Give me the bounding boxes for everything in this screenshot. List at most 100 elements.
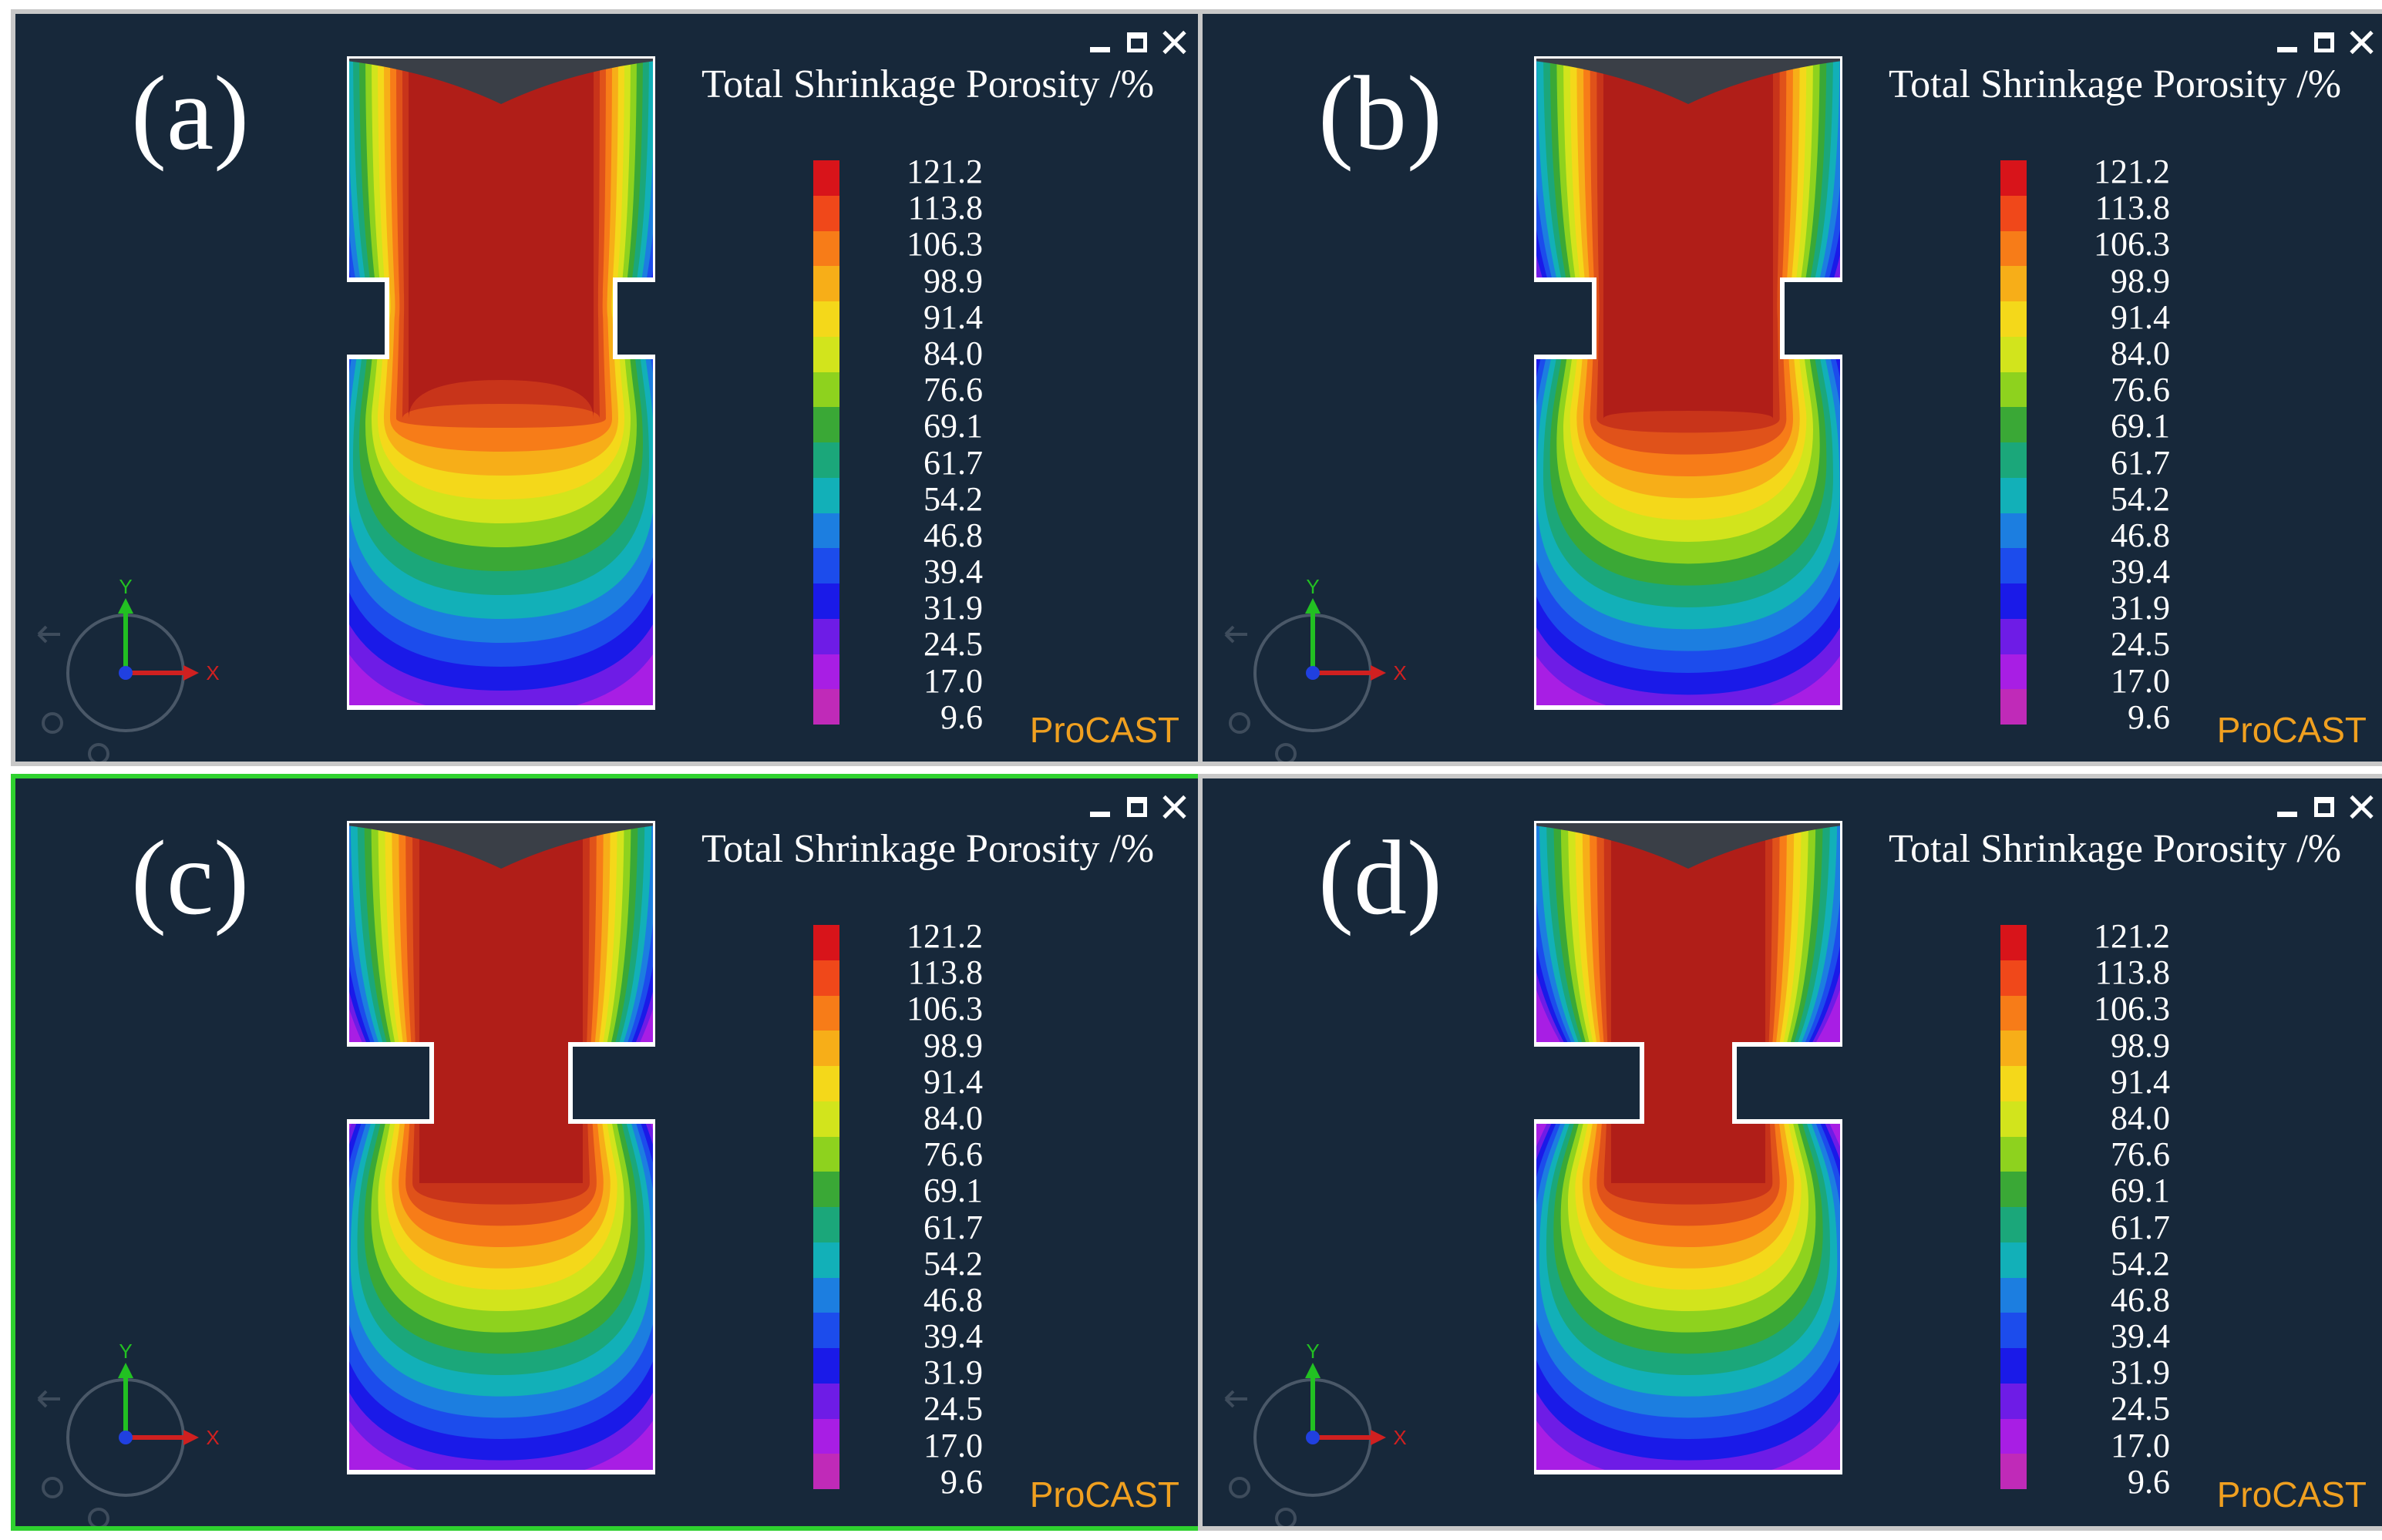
x-axis-label: X (1393, 661, 1406, 684)
casting-contour-plot[interactable] (347, 56, 655, 727)
legend-labels: 121.2 113.8 106.3 98.9 91.4 84.0 76.6 69.1 61.7 5… (2039, 920, 2170, 1499)
shrinkage-cavity (347, 56, 655, 104)
minimize-icon[interactable] (2273, 28, 2302, 57)
legend-value: 46.8 (2111, 516, 2170, 554)
legend-value: 84.0 (924, 334, 983, 372)
casting-outline (1534, 821, 1842, 1474)
zoom-out-icon[interactable] (1275, 1508, 1297, 1528)
minimize-icon[interactable] (2273, 792, 2302, 822)
legend-swatch (813, 1207, 839, 1242)
legend-swatch (813, 548, 839, 583)
window-controls (1085, 792, 1189, 822)
window-controls (2273, 792, 2376, 822)
legend-value: 39.4 (924, 553, 983, 591)
y-axis-label: Y (119, 577, 132, 598)
legend-swatch (2000, 1101, 2027, 1137)
y-axis-head (1305, 598, 1321, 614)
casting-contour-plot[interactable] (1534, 821, 1842, 1491)
legend-value: 9.6 (2128, 698, 2170, 736)
maximize-icon[interactable] (2310, 28, 2339, 57)
legend-value: 76.6 (2111, 1135, 2170, 1174)
window-controls (2273, 28, 2376, 57)
legend-swatch (813, 442, 839, 478)
zoom-in-icon[interactable] (42, 712, 63, 734)
legend-value: 113.8 (907, 189, 983, 227)
legend-swatch (813, 195, 839, 231)
legend-value: 61.7 (2111, 1208, 2170, 1246)
legend-value: 76.6 (924, 1135, 983, 1174)
viewport-panel-c[interactable]: (c) Total Shrinkage Porosity /% 121.2 113… (11, 774, 1207, 1531)
legend-value: 24.5 (2111, 1390, 2170, 1428)
legend-value: 98.9 (924, 1026, 983, 1064)
window-controls (1085, 28, 1189, 57)
legend-value: 84.0 (2111, 334, 2170, 372)
zoom-out-icon[interactable] (88, 1508, 109, 1528)
casting-outline (347, 821, 655, 1474)
legend-swatch (813, 1136, 839, 1172)
legend-swatch (813, 407, 839, 442)
legend-value: 46.8 (924, 1280, 983, 1319)
legend-swatch (813, 1066, 839, 1101)
legend-swatch (2000, 195, 2027, 231)
close-icon[interactable] (1159, 792, 1189, 822)
pan-left-icon[interactable] (1224, 625, 1247, 644)
panel-label: (a) (131, 54, 250, 172)
casting-contour-plot[interactable] (1534, 56, 1842, 727)
procast-brand-label: ProCAST (1029, 1474, 1179, 1515)
zoom-out-icon[interactable] (88, 743, 109, 763)
legend-swatch (813, 1313, 839, 1348)
pan-left-icon[interactable] (37, 1390, 60, 1408)
minimize-icon[interactable] (1085, 792, 1115, 822)
legend-swatch (2000, 230, 2027, 267)
viewport-panel-d[interactable]: (d) Total Shrinkage Porosity /% 121.2 113… (1198, 774, 2382, 1531)
legend-value: 91.4 (924, 1062, 983, 1101)
legend-swatch (2000, 477, 2027, 513)
close-icon[interactable] (2347, 792, 2376, 822)
close-icon[interactable] (2347, 28, 2376, 57)
legend-swatch (813, 230, 839, 267)
legend-value: 98.9 (2111, 1026, 2170, 1064)
close-icon[interactable] (1159, 28, 1189, 57)
legend-swatch (813, 1101, 839, 1137)
viewport-panel-b[interactable]: (b) Total Shrinkage Porosity /% 121.2 113… (1198, 9, 2382, 766)
zoom-in-icon[interactable] (42, 1477, 63, 1498)
legend-swatch (2000, 1454, 2027, 1489)
legend-color-bar (2000, 160, 2027, 725)
legend-value: 39.4 (924, 1317, 983, 1356)
zoom-out-icon[interactable] (1275, 743, 1297, 763)
legend-value: 106.3 (907, 225, 983, 264)
maximize-icon[interactable] (2310, 792, 2339, 822)
legend-value: 121.2 (907, 153, 983, 190)
maximize-icon[interactable] (1122, 28, 1152, 57)
legend-value: 113.8 (2094, 189, 2170, 227)
contour-band (409, 56, 594, 419)
pan-left-icon[interactable] (37, 625, 60, 644)
legend-color-bar (2000, 925, 2027, 1489)
legend-swatch (813, 618, 839, 654)
x-axis-head (1371, 1430, 1386, 1445)
legend-value: 46.8 (2111, 1280, 2170, 1319)
legend-labels: 121.2 113.8 106.3 98.9 91.4 84.0 76.6 69.1 61.7 5… (2039, 155, 2170, 735)
y-axis-label: Y (119, 1341, 132, 1363)
legend-swatch (813, 1418, 839, 1454)
contour-band (1611, 821, 1765, 1183)
legend-value: 106.3 (2094, 225, 2170, 264)
legend-swatch (813, 477, 839, 513)
legend-value: 17.0 (2111, 1426, 2170, 1464)
zoom-in-icon[interactable] (1229, 712, 1250, 734)
x-axis-label: X (206, 661, 219, 684)
legend-value: 39.4 (2111, 553, 2170, 591)
minimize-icon[interactable] (1085, 28, 1115, 57)
legend-swatch (813, 301, 839, 337)
legend-value: 106.3 (2094, 990, 2170, 1028)
casting-contour-plot[interactable] (347, 821, 655, 1491)
legend-value: 84.0 (2111, 1098, 2170, 1137)
axis-triad: YX (37, 577, 220, 763)
pan-left-icon[interactable] (1224, 1390, 1247, 1408)
legend-value: 69.1 (924, 407, 983, 446)
maximize-icon[interactable] (1122, 792, 1152, 822)
zoom-in-icon[interactable] (1229, 1477, 1250, 1498)
viewport-panel-a[interactable]: (a) Total Shrinkage Porosity /% 121.2 113… (11, 9, 1207, 766)
legend-value: 121.2 (2094, 153, 2170, 190)
legend-value: 24.5 (2111, 625, 2170, 664)
